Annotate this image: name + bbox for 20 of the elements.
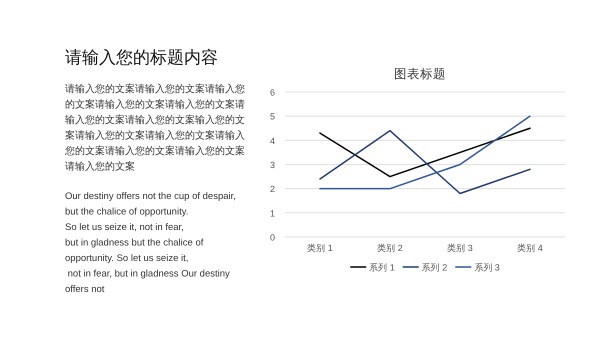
line-series [319,128,531,178]
x-tick-label: 类别 3 [447,243,473,253]
x-tick-label: 类别 4 [517,243,543,253]
y-tick-label: 1 [270,208,275,218]
legend-label: 系列 3 [474,262,500,272]
y-tick-label: 0 [270,232,275,242]
chart-title: 图表标题 [394,67,446,81]
x-tick-label: 类别 1 [307,243,333,253]
text: 请输入您的文案请输入您的文案请输入您的文案请输入您的文案请输入您的文案请输入您的文案请输入您的文案输入您的文案请输入您的文案请输入您的文案请输入您的文案请输入您的文案请输入您的文案请输入您的文案 [64,83,245,172]
text: 请输入您的标题内容 [65,48,218,67]
legend-label: 系列 1 [369,262,395,272]
y-tick-label: 2 [270,184,275,194]
line-series [319,130,531,194]
y-tick-label: 3 [270,160,275,170]
text: Our destiny offers not the cup of despair, but the chalice of opportunity. So let us seize it, not in fear, but in gladness but the chalice of opportunity. So let us seize it, not in fear, but in gladness Our destiny offers not [65,191,236,295]
x-tick-label: 类别 2 [377,243,403,253]
legend-label: 系列 2 [422,262,448,272]
y-tick-label: 6 [270,88,275,98]
y-tick-label: 4 [270,136,275,146]
y-tick-label: 5 [270,112,275,122]
